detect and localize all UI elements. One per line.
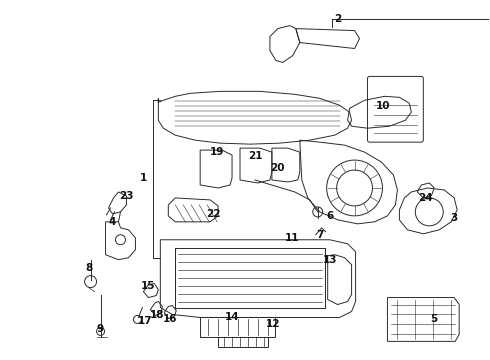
Text: 20: 20 — [270, 163, 285, 173]
Text: 2: 2 — [334, 14, 341, 24]
Text: 16: 16 — [163, 314, 177, 324]
Text: 9: 9 — [97, 324, 104, 334]
Text: 3: 3 — [451, 213, 458, 223]
Text: 22: 22 — [206, 209, 220, 219]
Text: 23: 23 — [119, 191, 134, 201]
Text: 10: 10 — [376, 101, 391, 111]
FancyBboxPatch shape — [368, 76, 423, 142]
Text: 17: 17 — [138, 316, 153, 327]
Text: 7: 7 — [316, 230, 323, 240]
Text: 1: 1 — [140, 173, 147, 183]
Text: 24: 24 — [418, 193, 433, 203]
Text: 21: 21 — [248, 151, 262, 161]
Text: 12: 12 — [266, 319, 280, 329]
Text: 15: 15 — [141, 280, 156, 291]
Text: 6: 6 — [326, 211, 333, 221]
Text: 14: 14 — [225, 312, 239, 323]
Text: 11: 11 — [285, 233, 299, 243]
Text: 18: 18 — [150, 310, 165, 320]
Text: 5: 5 — [431, 314, 438, 324]
Text: 8: 8 — [85, 263, 92, 273]
Text: 19: 19 — [210, 147, 224, 157]
Text: 4: 4 — [109, 217, 116, 227]
Text: 13: 13 — [322, 255, 337, 265]
